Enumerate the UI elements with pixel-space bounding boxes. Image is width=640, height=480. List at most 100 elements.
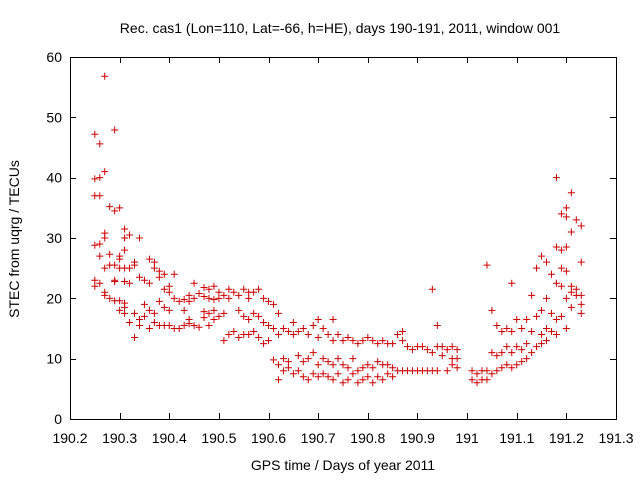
data-point [150,264,158,272]
data-point [334,370,342,378]
data-point [374,358,382,366]
data-point [567,282,575,290]
data-point [314,361,322,369]
data-point [240,285,248,293]
data-point [91,130,99,138]
data-point [547,270,555,278]
data-point [319,355,327,363]
data-point [265,297,273,305]
data-point [538,252,546,260]
data-point [567,189,575,197]
y-tick-label: 0 [54,411,62,427]
data-point [513,315,521,323]
data-point [562,213,570,221]
data-point [503,343,511,351]
data-point [131,334,139,342]
data-point [116,204,124,212]
data-point [165,288,173,296]
data-point [364,361,372,369]
data-point [190,321,198,329]
data-point [175,325,183,332]
data-point [538,331,546,339]
data-point [121,225,129,233]
data-point [101,264,109,272]
data-point [498,364,506,372]
data-point [349,337,357,345]
data-point [577,309,585,317]
data-point [379,376,387,384]
data-point [324,331,332,339]
data-point [294,328,302,336]
data-point [126,231,134,239]
data-point [399,337,407,345]
data-point [533,264,541,272]
data-point [106,294,114,302]
y-tick-label: 60 [46,49,62,65]
data-point [428,349,436,357]
data-point [567,228,575,236]
data-point [543,294,551,302]
data-point [314,373,322,381]
data-point [562,204,570,212]
data-point [140,312,148,320]
data-point [394,331,402,339]
data-point [562,243,570,251]
data-point [250,309,258,317]
x-tick-labels: 190.2 190.3 190.4 190.5 190.6 190.7 190.8 190.9… [52,430,633,446]
data-point [433,367,441,375]
data-point [349,355,357,363]
data-point [562,294,570,302]
data-point [235,334,243,342]
data-point [374,340,382,348]
data-point [438,343,446,351]
data-point [91,241,99,249]
data-point [106,203,114,211]
data-point [562,325,570,332]
data-point [170,270,178,278]
data-point [473,379,481,387]
data-point [448,361,456,369]
data-point [538,306,546,314]
data-point [354,340,362,348]
data-point [225,285,233,293]
x-tick-label: 190.5 [201,430,236,446]
data-point [235,291,243,299]
data-point [155,297,163,305]
data-point [131,261,139,269]
data-point [547,309,555,317]
x-tick-label: 190.6 [251,430,286,446]
data-point [404,343,412,351]
data-point [577,300,585,308]
data-point [91,175,99,183]
data-point [428,285,436,293]
data-point [145,279,153,287]
data-point [304,376,312,384]
data-point [438,352,446,360]
data-point [190,279,198,287]
data-point [453,355,461,363]
data-point [279,355,287,363]
data-point [389,340,397,348]
data-point [369,379,377,387]
data-point [503,361,511,369]
data-point [140,276,148,284]
data-point [180,296,188,304]
data-point [483,367,491,375]
data-point [309,370,317,378]
data-point [150,258,158,266]
data-point [344,364,352,372]
data-point [121,246,129,254]
data-point [260,340,268,348]
data-point [165,282,173,290]
data-point [552,243,560,251]
y-tick-label: 50 [46,109,62,125]
data-point [250,288,258,296]
y-tick-labels: 0 10 20 30 40 50 60 [46,49,62,427]
data-point [523,315,531,323]
data-point [215,312,223,320]
data-point [538,340,546,348]
data-point [319,325,327,332]
data-point [245,315,253,323]
data-point [344,376,352,384]
data-point [572,216,580,224]
